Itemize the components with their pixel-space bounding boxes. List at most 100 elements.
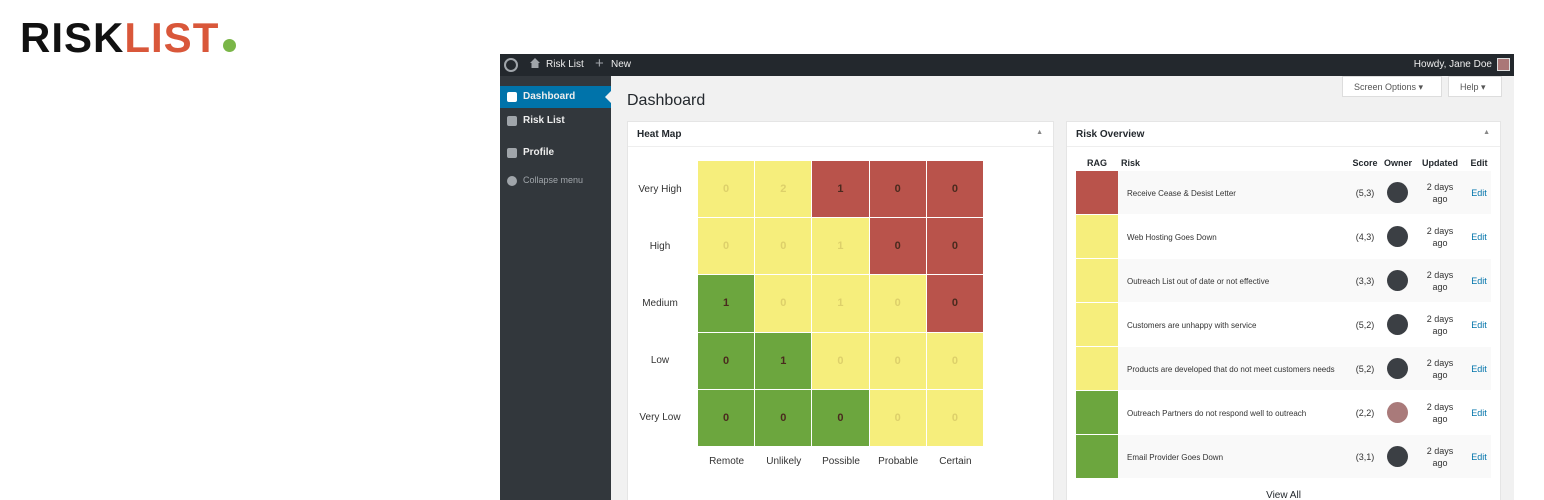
risk-text: Customers are unhappy with service [1127, 320, 1257, 330]
rag-cell [1076, 435, 1118, 478]
owner-avatar [1387, 402, 1408, 423]
table-row [1076, 391, 1491, 435]
column-header: RAG [1087, 158, 1107, 168]
heat-cell: 2 [755, 161, 813, 219]
owner-avatar [1387, 226, 1408, 247]
edit-link[interactable]: Edit [1471, 232, 1487, 242]
view-all[interactable]: View All [1266, 490, 1301, 500]
heat-cell: 0 [926, 218, 984, 276]
table-row [1076, 215, 1491, 259]
menu-item[interactable]: Collapse menu [500, 170, 611, 192]
toggle[interactable]: ▲ [1036, 129, 1043, 136]
updated: 2 days ago [1426, 446, 1454, 468]
heat-cell: 0 [812, 389, 870, 447]
logo-risk: RISK [20, 14, 125, 61]
menu-item[interactable]: Dashboard [500, 86, 611, 108]
risk-text: Receive Cease & Desist Letter [1127, 188, 1236, 198]
logo: RISKLIST [20, 14, 237, 62]
heat-cell: 0 [812, 332, 870, 390]
toggle[interactable]: ▲ [1483, 129, 1490, 136]
updated: 2 days ago [1426, 314, 1454, 336]
heat-cell: 0 [698, 218, 756, 276]
rag-cell [1076, 259, 1118, 302]
column-header: Owner [1383, 158, 1412, 168]
owner-avatar [1387, 182, 1408, 203]
help[interactable]: Help ▾ [1448, 76, 1502, 97]
edit-link[interactable]: Edit [1471, 320, 1487, 330]
row-label: High [649, 240, 671, 252]
score: (2,2) [1355, 408, 1375, 418]
rag-cell [1076, 347, 1118, 390]
rag-cell [1076, 215, 1118, 258]
column-label: Probable [878, 456, 919, 467]
heat-cell: 0 [926, 275, 984, 333]
logo-dot [223, 39, 237, 52]
heat-cell: 1 [812, 275, 870, 333]
risk-text: Products are developed that do not meet … [1127, 364, 1335, 374]
panel-header [1067, 122, 1500, 147]
heat-cell: 0 [755, 275, 813, 333]
heat-cell: 0 [869, 161, 927, 219]
heat-cell: 0 [926, 161, 984, 219]
screen-options[interactable]: Screen Options ▾ [1342, 76, 1442, 97]
score: (3,3) [1355, 276, 1375, 286]
menu-icon [507, 92, 517, 102]
panel-title: Heat Map [637, 129, 682, 140]
screen-options-label: Screen Options [1354, 82, 1417, 92]
heat-cell: 1 [698, 275, 756, 333]
logo-list: LIST [124, 14, 220, 61]
page-title: Dashboard [627, 92, 706, 109]
heat-cell: 0 [926, 389, 984, 447]
menu-icon [507, 148, 517, 158]
row-label: Very Low [639, 412, 681, 424]
table-row [1076, 347, 1491, 391]
edit-link[interactable]: Edit [1471, 188, 1487, 198]
panel-header [628, 122, 1053, 147]
user-avatar[interactable] [1497, 58, 1510, 71]
home-icon [530, 58, 540, 68]
heat-map-panel: Heat Map ▲ Very High 0 2 1 0 0 High 0 0 1 0 0 Medium… [627, 121, 1054, 500]
heat-cell: 0 [869, 389, 927, 447]
risk-text: Web Hosting Goes Down [1127, 232, 1217, 242]
panel-title: Risk Overview [1076, 129, 1145, 140]
edit-link[interactable]: Edit [1471, 364, 1487, 374]
heat-cell: 1 [812, 218, 870, 276]
menu-item[interactable]: Risk List [500, 110, 611, 132]
table-row [1076, 435, 1491, 479]
menu-label: Risk List [523, 115, 565, 126]
rag-cell [1076, 303, 1118, 346]
edit-link[interactable]: Edit [1471, 408, 1487, 418]
menu-icon [507, 116, 517, 126]
risk-text: Outreach Partners do not respond well to… [1127, 408, 1307, 418]
menu-label: Dashboard [523, 91, 576, 102]
column-header: Updated [1422, 158, 1458, 168]
row-label: Very High [638, 183, 682, 195]
greeting[interactable]: Howdy, Jane Doe [1413, 59, 1492, 70]
column-label: Remote [709, 456, 745, 467]
menu-label: Collapse menu [523, 175, 584, 185]
updated: 2 days ago [1426, 182, 1454, 204]
plus-icon: + [595, 55, 604, 72]
heat-cell: 0 [698, 161, 756, 219]
risk-overview-panel: Risk Overview ▲ RAG Risk Score Owner Updated… [1066, 121, 1501, 500]
score: (5,3) [1355, 188, 1375, 198]
column-header: Risk [1121, 158, 1141, 168]
new-link[interactable]: New [611, 59, 632, 70]
owner-avatar [1387, 446, 1408, 467]
owner-avatar [1387, 358, 1408, 379]
edit-link[interactable]: Edit [1471, 276, 1487, 286]
score: (5,2) [1355, 320, 1375, 330]
content: Dashboard Screen Options ▾ Help ▾ Heat M… [611, 76, 1514, 500]
menu-icon [507, 176, 517, 186]
heat-cell: 0 [698, 332, 756, 390]
heat-cell: 0 [869, 332, 927, 390]
edit-link[interactable]: Edit [1471, 452, 1487, 462]
score: (3,1) [1355, 452, 1375, 462]
column-label: Possible [822, 456, 860, 467]
wp-logo[interactable] [504, 58, 518, 72]
heat-cell: 0 [755, 218, 813, 276]
menu-item[interactable]: Profile [500, 142, 611, 164]
table-row [1076, 171, 1491, 215]
table-row [1076, 303, 1491, 347]
site-link[interactable]: Risk List [546, 59, 584, 70]
